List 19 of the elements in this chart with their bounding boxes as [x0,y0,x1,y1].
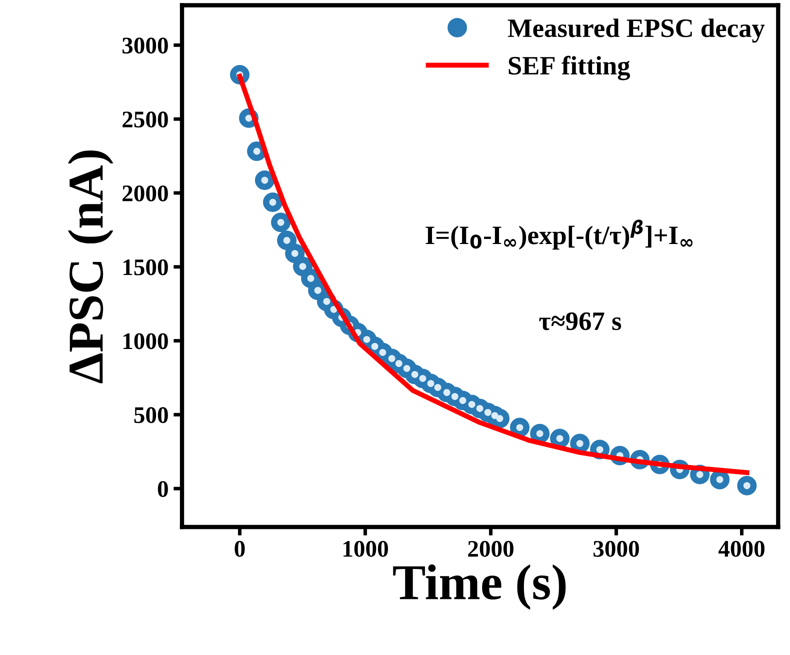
y-tick-label: 2500 [122,112,168,128]
x-tick-label: 0 [234,540,245,557]
x-axis-title: Time (s) [393,564,566,610]
y-axis-title: ΔPSC (nA) [68,150,114,384]
y-tick-label: 500 [134,407,168,424]
point [737,476,757,496]
y-tick-label: 3000 [122,38,168,54]
y-tick-label: 2000 [122,185,168,202]
annotation: τ≈967 s [539,312,622,330]
annotation: I=(I$_{0}$-I$_{∞}$)exp[-(t/τ)$^{β}$]+I$_{∞}$ [426,220,693,250]
x-tick-label: 3000 [594,540,639,557]
legend-label: SEF fitting [508,56,630,80]
legend-label: Measured EPSC decay [508,18,765,43]
y-tick-label: 1000 [123,333,168,350]
x-tick-label: 4000 [718,540,764,557]
y-tick-label: 0 [158,481,168,498]
y-tick-label: 1500 [123,259,168,276]
x-tick-label: 2000 [468,540,514,557]
x-tick-label: 1000 [344,540,388,557]
